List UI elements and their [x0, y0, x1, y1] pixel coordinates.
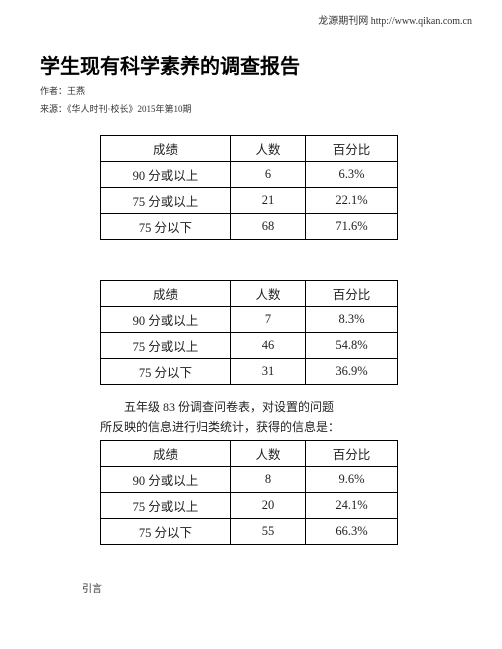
cell-count: 31 [231, 359, 306, 385]
page-title: 学生现有科学素养的调查报告 [40, 50, 300, 79]
table-row: 90 分或以上 8 9.6% [101, 467, 398, 493]
cell-score: 75 分或以上 [101, 188, 231, 214]
cell-score: 75 分以下 [101, 214, 231, 240]
cell-score: 90 分或以上 [101, 467, 231, 493]
table-caption: 五年级 83 份调查问卷表，对设置的问题 所反映的信息进行归类统计，获得的信息是… [100, 397, 420, 438]
table-row: 75 分以下 68 71.6% [101, 214, 398, 240]
col-header-percent: 百分比 [306, 441, 398, 467]
cell-score: 75 分或以上 [101, 493, 231, 519]
table-3: 成绩 人数 百分比 90 分或以上 8 9.6% 75 分或以上 20 24.1… [100, 440, 398, 545]
cell-count: 55 [231, 519, 306, 545]
cell-count: 68 [231, 214, 306, 240]
cell-score: 90 分或以上 [101, 162, 231, 188]
source-line: 来源：《华人时刊·校长》2015年第10期 [40, 102, 192, 115]
section-intro-label: 引言 [82, 580, 102, 595]
col-header-score: 成绩 [101, 136, 231, 162]
cell-count: 8 [231, 467, 306, 493]
cell-count: 7 [231, 307, 306, 333]
table-row: 75 分以下 31 36.9% [101, 359, 398, 385]
cell-percent: 22.1% [306, 188, 398, 214]
col-header-percent: 百分比 [306, 136, 398, 162]
cell-percent: 66.3% [306, 519, 398, 545]
table-row: 90 分或以上 7 8.3% [101, 307, 398, 333]
table-row: 75 分或以上 20 24.1% [101, 493, 398, 519]
col-header-score: 成绩 [101, 281, 231, 307]
table-header-row: 成绩 人数 百分比 [101, 136, 398, 162]
col-header-score: 成绩 [101, 441, 231, 467]
col-header-count: 人数 [231, 281, 306, 307]
cell-percent: 54.8% [306, 333, 398, 359]
cell-score: 75 分或以上 [101, 333, 231, 359]
table-2: 成绩 人数 百分比 90 分或以上 7 8.3% 75 分或以上 46 54.8… [100, 280, 398, 385]
col-header-count: 人数 [231, 136, 306, 162]
cell-percent: 8.3% [306, 307, 398, 333]
col-header-percent: 百分比 [306, 281, 398, 307]
table-row: 75 分或以上 46 54.8% [101, 333, 398, 359]
cell-percent: 6.3% [306, 162, 398, 188]
cell-percent: 36.9% [306, 359, 398, 385]
table-row: 90 分或以上 6 6.3% [101, 162, 398, 188]
cell-percent: 71.6% [306, 214, 398, 240]
table-header-row: 成绩 人数 百分比 [101, 441, 398, 467]
table-1: 成绩 人数 百分比 90 分或以上 6 6.3% 75 分或以上 21 22.1… [100, 135, 398, 240]
cell-score: 90 分或以上 [101, 307, 231, 333]
table-row: 75 分或以上 21 22.1% [101, 188, 398, 214]
cell-count: 6 [231, 162, 306, 188]
site-header-link: 龙源期刊网 http://www.qikan.com.cn [318, 12, 472, 27]
table-header-row: 成绩 人数 百分比 [101, 281, 398, 307]
author-line: 作者：王燕 [40, 84, 85, 97]
col-header-count: 人数 [231, 441, 306, 467]
cell-score: 75 分以下 [101, 359, 231, 385]
cell-percent: 24.1% [306, 493, 398, 519]
cell-count: 20 [231, 493, 306, 519]
cell-count: 21 [231, 188, 306, 214]
cell-count: 46 [231, 333, 306, 359]
cell-percent: 9.6% [306, 467, 398, 493]
table-row: 75 分以下 55 66.3% [101, 519, 398, 545]
cell-score: 75 分以下 [101, 519, 231, 545]
